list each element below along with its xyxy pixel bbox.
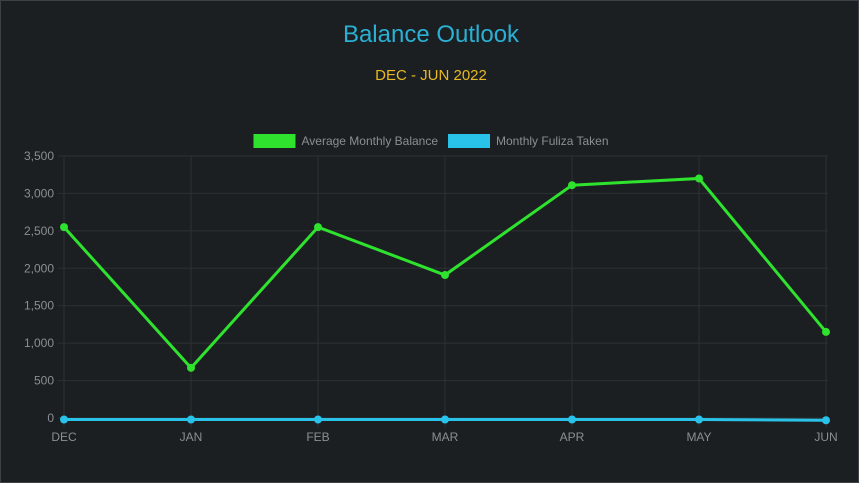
data-point[interactable] (822, 327, 830, 336)
x-tick-label: JUN (814, 430, 837, 444)
y-tick-label: 2,500 (24, 224, 54, 238)
x-tick-label: DEC (51, 430, 77, 444)
y-tick-label: 1,000 (24, 336, 54, 350)
x-tick-label: MAY (686, 430, 711, 444)
legend-label: Average Monthly Balance (301, 134, 438, 148)
legend-swatch (448, 134, 491, 148)
legend-item-2[interactable]: Monthly Fuliza Taken (448, 134, 609, 148)
legend[interactable]: Average Monthly Balance Monthly Fuliza Ta… (253, 134, 609, 148)
axis-labels: 3,500 3,000 2,500 2,000 1,500 1,000 500 0 DEC JAN… (24, 149, 838, 444)
data-point[interactable] (695, 174, 703, 183)
chart-title: Balance Outlook (343, 21, 520, 48)
series-layer (60, 174, 830, 425)
data-point[interactable] (60, 223, 68, 232)
legend-swatch (253, 134, 296, 148)
data-point[interactable] (441, 415, 449, 424)
data-point[interactable] (60, 415, 68, 424)
data-point[interactable] (568, 415, 576, 424)
data-point[interactable] (568, 181, 576, 190)
data-point[interactable] (441, 271, 449, 280)
data-point[interactable] (187, 415, 195, 424)
data-point[interactable] (822, 416, 830, 425)
x-tick-label: FEB (306, 430, 329, 444)
y-tick-label: 1,500 (24, 299, 54, 313)
data-point[interactable] (187, 363, 195, 372)
chart-subtitle: DEC - JUN 2022 (375, 67, 487, 84)
y-tick-label: 0 (47, 411, 54, 425)
x-tick-label: MAR (432, 430, 459, 444)
x-tick-label: APR (560, 430, 585, 444)
y-tick-label: 3,000 (24, 186, 54, 200)
y-tick-label: 2,000 (24, 261, 54, 275)
data-point[interactable] (314, 223, 322, 232)
data-point[interactable] (695, 415, 703, 424)
x-tick-label: JAN (180, 430, 203, 444)
y-tick-label: 500 (34, 374, 54, 388)
data-point[interactable] (314, 415, 322, 424)
legend-label: Monthly Fuliza Taken (496, 134, 609, 148)
legend-item-1[interactable]: Average Monthly Balance (253, 134, 438, 148)
grid-lines (58, 155, 828, 428)
y-tick-label: 3,500 (24, 149, 54, 163)
